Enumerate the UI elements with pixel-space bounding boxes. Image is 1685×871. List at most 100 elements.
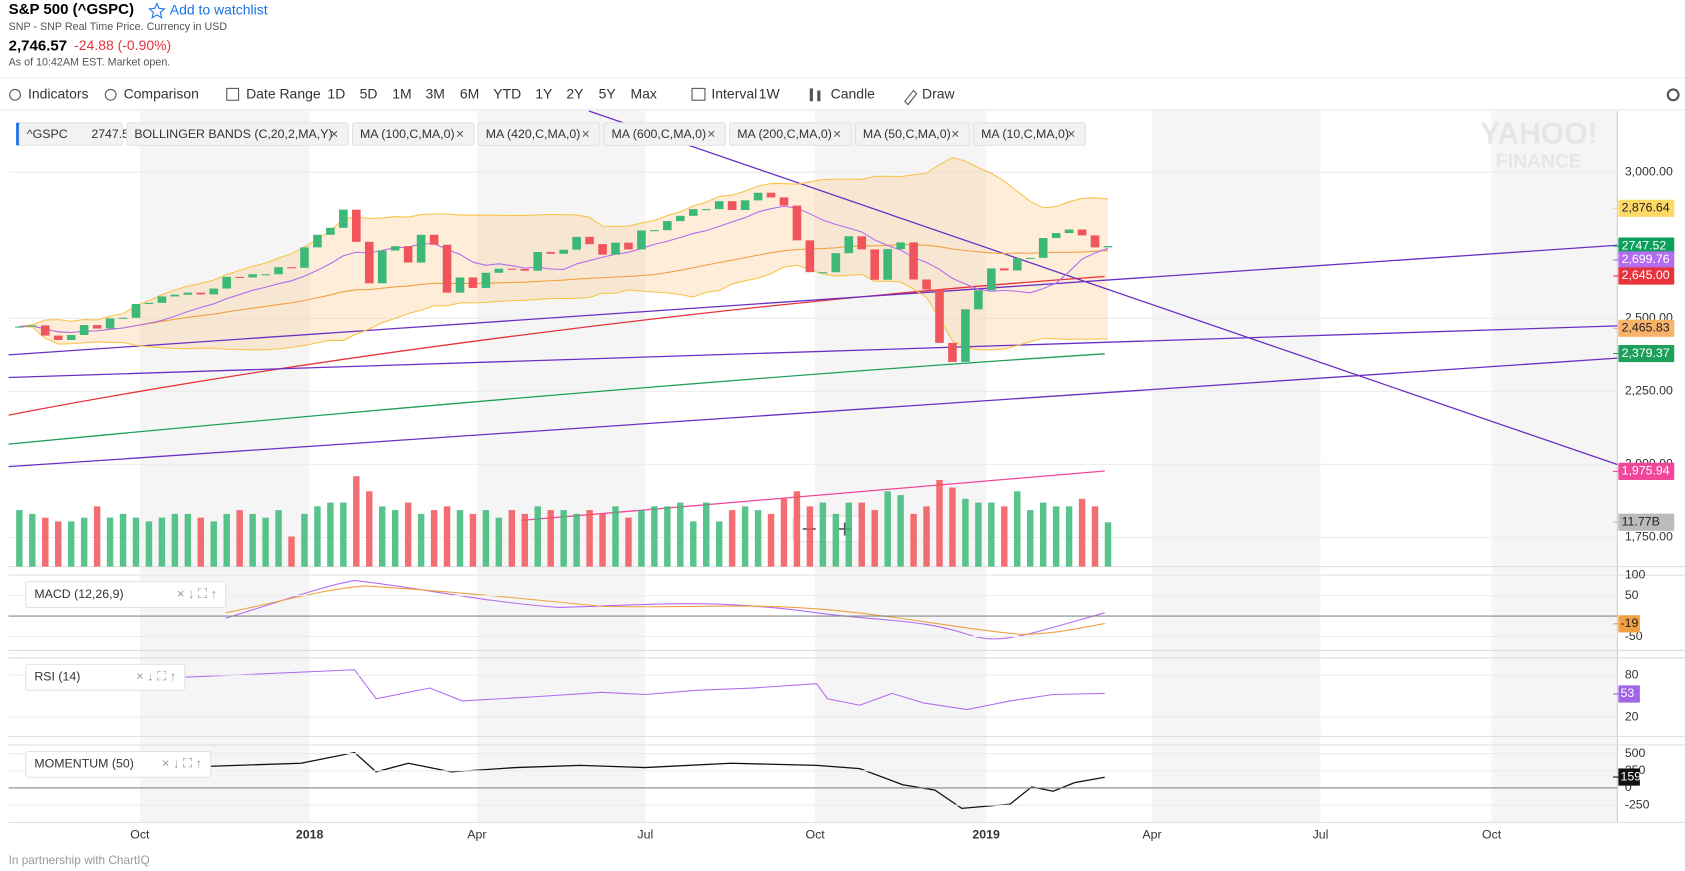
volume-bar (651, 506, 658, 567)
watchlist-link[interactable]: Add to watchlist (170, 2, 268, 18)
study-label: MOMENTUM (50) (34, 757, 133, 771)
candle (144, 302, 154, 305)
candle (442, 244, 452, 293)
volume-bar (1091, 506, 1099, 567)
volume-bar (780, 498, 788, 567)
volume-bar (884, 491, 891, 567)
main-pane: YAHOO! FINANCE 2,876.642747.522,699.762,… (8, 110, 1675, 567)
remove-study[interactable]: × (582, 125, 590, 141)
volume-bar (314, 506, 321, 567)
candle (248, 274, 257, 278)
candle (377, 250, 387, 284)
volume-bar (521, 513, 529, 567)
icon (809, 88, 821, 102)
candle (546, 252, 556, 254)
y-tick-label: 500 (1625, 746, 1646, 760)
range-button[interactable]: 1Y (535, 86, 553, 102)
volume-bar (93, 506, 101, 567)
interval-value[interactable]: 1W (759, 86, 781, 102)
bollinger-upper (19, 157, 1109, 328)
candle (650, 230, 659, 232)
candle (209, 288, 219, 295)
candle (520, 268, 530, 271)
trend-line[interactable] (8, 110, 1618, 468)
volume-tag: 11.77B (1622, 515, 1660, 529)
volume-bar (223, 513, 230, 567)
volume-bar (132, 517, 140, 567)
volume-bar (16, 510, 23, 567)
range-button[interactable]: 2Y (566, 86, 584, 102)
remove-study[interactable]: × (951, 125, 959, 141)
x-tick-label: 2019 (972, 828, 1000, 842)
study-controls[interactable]: × ↓ ⛶ ↑ (162, 756, 202, 771)
range-button[interactable]: YTD (493, 86, 521, 102)
volume-bar (145, 521, 153, 567)
volume-bar (664, 506, 671, 567)
background: Oct 2018 Apr Jul Oct 2019 Apr Jul Oct3,000.002,5… (8, 110, 1685, 842)
rsi-line (182, 669, 1105, 711)
remove-study[interactable]: × (456, 125, 464, 141)
study-controls[interactable]: × ↓ ⛶ ↑ (136, 669, 176, 684)
macd-line (225, 580, 1105, 640)
remove-study[interactable]: × (330, 125, 338, 141)
ma-100-line (8, 275, 1105, 416)
indicators-button[interactable]: Indicators (28, 86, 89, 102)
legend-chip (854, 122, 970, 146)
candle (313, 234, 322, 248)
y-tick-label: 20 (1625, 709, 1639, 723)
settings-icon[interactable] (1666, 88, 1680, 102)
remove-study[interactable]: × (833, 125, 841, 141)
candle (961, 309, 970, 362)
interval-button[interactable]: Interval (711, 86, 757, 102)
range-button[interactable]: 6M (460, 86, 479, 102)
study-controls[interactable]: × ↓ ⛶ ↑ (177, 586, 217, 601)
candle (1103, 246, 1113, 248)
range-button[interactable]: 5D (360, 86, 378, 102)
volume-bar (1078, 498, 1086, 567)
draw-button[interactable]: Draw (922, 86, 956, 102)
candle (183, 292, 193, 295)
volume-bar (871, 510, 878, 567)
volume-bar (288, 536, 295, 567)
candle (611, 242, 620, 255)
volume-bar (391, 510, 399, 567)
study-tag: 53 (1621, 686, 1635, 700)
candle (624, 242, 633, 250)
legend-chip (351, 122, 475, 146)
price-tag: 2,379.37 (1622, 346, 1670, 360)
remove-study[interactable]: × (1067, 125, 1075, 141)
range-button[interactable]: 1D (327, 86, 345, 102)
range-button[interactable]: 1M (392, 86, 411, 102)
candle (352, 209, 361, 242)
volume-bar (599, 513, 606, 567)
candle (287, 267, 296, 269)
star-icon[interactable] (148, 2, 166, 19)
volume-bar (1014, 491, 1021, 567)
volume-bar (210, 521, 217, 567)
date-range-button[interactable]: Date Range (246, 86, 321, 102)
icon (104, 88, 117, 101)
comparison-button[interactable]: Comparison (124, 86, 199, 102)
candle (66, 334, 76, 340)
volume-bar (573, 513, 580, 567)
candle-button[interactable]: Candle (831, 86, 875, 102)
range-button[interactable]: 5Y (599, 86, 617, 102)
study-tag: 159 (1621, 769, 1642, 783)
price-tag: 2,645.00 (1622, 268, 1670, 282)
price-tag-bg (1618, 344, 1675, 363)
volume-bar (715, 521, 723, 567)
volume-bar (379, 506, 386, 567)
remove-study[interactable]: × (707, 125, 715, 141)
price-tag-bg (1618, 251, 1675, 269)
volume-bar (443, 506, 451, 567)
volume-bar (67, 521, 75, 567)
legend-label: MA (200,C,MA,0) (737, 127, 832, 141)
quarter-shade (1491, 110, 1618, 823)
volume-bar (910, 513, 917, 567)
range-button[interactable]: Max (631, 86, 657, 102)
legend-label: MA (100,C,MA,0) (360, 127, 455, 141)
range-button[interactable]: 3M (426, 86, 445, 102)
candle (598, 244, 607, 255)
volume-bar (340, 502, 347, 567)
legend-label: MA (420,C,MA,0) (486, 127, 581, 141)
